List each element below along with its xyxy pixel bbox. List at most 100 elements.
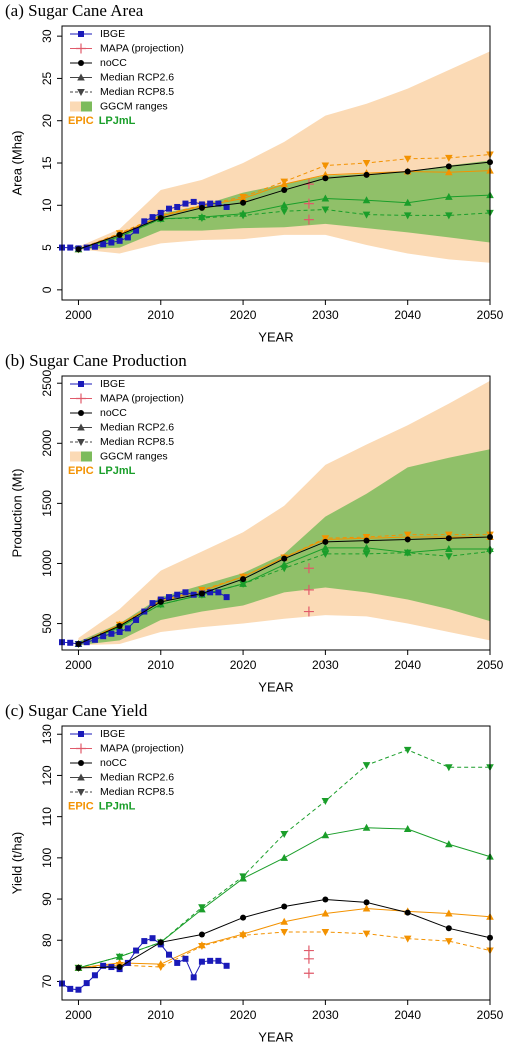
marker xyxy=(78,60,84,66)
y-tick-label: 90 xyxy=(40,892,54,906)
marker xyxy=(223,962,230,969)
legend-label: Median RCP8.5 xyxy=(100,86,174,98)
marker xyxy=(83,980,90,987)
y-tick-label: 70 xyxy=(40,974,54,988)
marker xyxy=(322,538,329,545)
marker xyxy=(239,580,247,588)
legend-label: IBGE xyxy=(100,378,125,390)
legend-label: GGCM ranges xyxy=(100,450,168,462)
marker xyxy=(207,200,214,207)
x-tick-label: 2040 xyxy=(394,1008,421,1022)
y-tick-label: 15 xyxy=(40,156,54,170)
marker xyxy=(240,914,247,921)
marker xyxy=(149,600,156,607)
marker xyxy=(133,227,140,234)
legend-swatch xyxy=(81,451,92,462)
marker xyxy=(403,212,412,220)
y-axis-label: Yield (t/ha) xyxy=(9,832,24,894)
marker xyxy=(215,589,222,596)
marker xyxy=(321,909,330,917)
marker xyxy=(207,589,214,596)
marker xyxy=(281,903,288,910)
marker xyxy=(321,206,330,214)
x-tick-label: 2000 xyxy=(65,1008,92,1022)
marker xyxy=(116,231,123,238)
marker xyxy=(445,163,452,170)
marker xyxy=(182,589,189,596)
marker xyxy=(404,909,411,916)
marker xyxy=(182,955,189,962)
marker xyxy=(303,606,314,617)
series-line xyxy=(78,749,490,969)
x-axis-label: YEAR xyxy=(258,1029,293,1044)
marker xyxy=(198,586,206,594)
marker xyxy=(133,947,140,954)
marker xyxy=(362,762,371,770)
x-tick-label: 2040 xyxy=(394,658,421,672)
marker xyxy=(108,630,115,637)
marker xyxy=(124,234,131,241)
marker xyxy=(116,622,123,629)
marker xyxy=(75,986,82,993)
legend-label: Median RCP2.6 xyxy=(100,771,174,783)
marker xyxy=(198,590,205,597)
marker xyxy=(124,625,131,632)
series-line xyxy=(78,908,491,969)
marker xyxy=(190,974,197,981)
marker xyxy=(77,73,85,81)
marker xyxy=(174,203,181,210)
series-line xyxy=(78,827,491,969)
y-axis-label: Area (Mha) xyxy=(9,130,24,195)
marker xyxy=(116,237,123,244)
marker xyxy=(157,598,164,605)
marker xyxy=(303,198,314,209)
marker xyxy=(322,175,329,182)
marker xyxy=(303,968,314,979)
chart-title: (a) Sugar Cane Area xyxy=(5,1,144,20)
marker xyxy=(403,746,412,754)
marker xyxy=(445,535,452,542)
marker xyxy=(362,550,371,558)
marker xyxy=(157,214,164,221)
marker xyxy=(198,214,206,222)
marker xyxy=(445,545,453,553)
marker xyxy=(240,576,247,583)
marker xyxy=(403,198,412,206)
legend-label: IBGE xyxy=(100,28,125,40)
marker xyxy=(133,616,140,623)
marker xyxy=(403,935,412,943)
marker xyxy=(76,743,86,754)
marker xyxy=(91,636,98,643)
y-tick-label: 20 xyxy=(40,114,54,128)
marker xyxy=(321,550,330,558)
marker xyxy=(445,764,453,772)
marker xyxy=(240,199,247,206)
marker xyxy=(445,154,453,162)
marker xyxy=(75,964,82,971)
y-tick-label: 5 xyxy=(40,244,54,251)
legend-model: EPIC xyxy=(68,800,94,812)
marker xyxy=(281,187,288,194)
plot-frame xyxy=(61,725,491,1001)
marker xyxy=(362,211,371,219)
marker xyxy=(198,931,205,938)
y-tick-label: 10 xyxy=(40,198,54,212)
marker xyxy=(321,929,330,937)
marker xyxy=(100,633,107,640)
x-tick-label: 2010 xyxy=(147,308,174,322)
marker xyxy=(67,985,74,992)
marker xyxy=(166,951,172,958)
marker xyxy=(77,423,85,431)
marker xyxy=(362,543,371,551)
marker xyxy=(100,962,107,969)
legend-model: LPJmL xyxy=(99,465,136,477)
legend-model: EPIC xyxy=(68,115,94,127)
y-tick-label: 80 xyxy=(40,933,54,947)
marker xyxy=(362,534,371,542)
marker xyxy=(149,214,156,221)
marker xyxy=(78,31,84,37)
y-tick-label: 2000 xyxy=(40,430,54,457)
x-tick-label: 2050 xyxy=(477,1008,504,1022)
marker xyxy=(280,929,289,937)
legend-label: Median RCP8.5 xyxy=(100,786,174,798)
